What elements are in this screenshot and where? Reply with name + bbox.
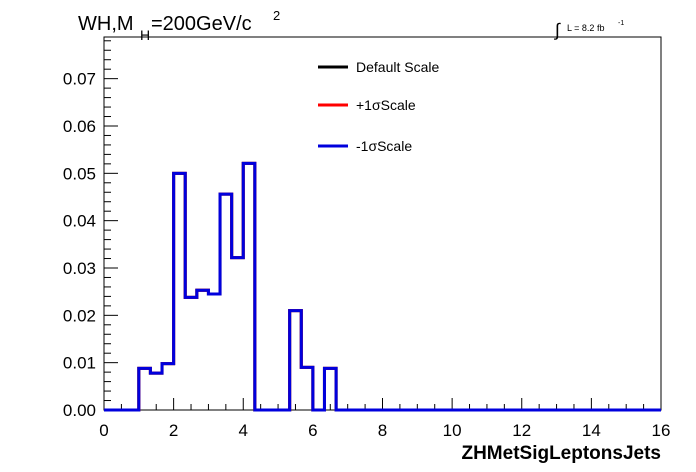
y-tick-label: 0.01 — [63, 354, 96, 373]
x-tick-label: 14 — [582, 421, 601, 440]
lumi-text: L = 8.2 fb — [567, 23, 604, 33]
series-line-1 — [104, 161, 661, 412]
title-subscript: H — [140, 27, 150, 43]
series-line-2 — [104, 161, 661, 412]
y-tick-label: 0.03 — [63, 259, 96, 278]
integral-sign: ∫ — [553, 20, 561, 40]
y-tick-label: 0.07 — [63, 70, 96, 89]
series-line-0 — [104, 161, 661, 412]
x-tick-label: 16 — [652, 421, 671, 440]
series-group — [104, 161, 661, 412]
title-rest: =200GeV/c — [151, 13, 252, 35]
x-tick-label: 2 — [169, 421, 178, 440]
x-tick-label: 8 — [378, 421, 387, 440]
title-main: WH,M — [78, 13, 134, 35]
title-superscript: 2 — [273, 8, 280, 23]
chart-title: WH,M H =200GeV/c 2 — [78, 8, 280, 43]
y-tick-label: 0.06 — [63, 117, 96, 136]
x-tick-label: 4 — [239, 421, 248, 440]
lumi-label: ∫ L = 8.2 fb -1 — [553, 20, 624, 40]
x-tick-label: 0 — [99, 421, 108, 440]
legend-label-default: Default Scale — [356, 59, 439, 75]
y-tick-label: 0.00 — [63, 401, 96, 420]
y-tick-label: 0.05 — [63, 164, 96, 183]
legend-label-plus: +1σScale — [356, 97, 416, 113]
x-tick-label: 12 — [512, 421, 531, 440]
x-tick-label: 6 — [308, 421, 317, 440]
legend-label-minus: -1σScale — [356, 138, 412, 154]
y-tick-label: 0.04 — [63, 212, 96, 231]
x-axis-title: ZHMetSigLeptonsJets — [461, 443, 661, 464]
x-tick-label: 10 — [443, 421, 462, 440]
plot-frame — [103, 36, 662, 411]
legend: Default Scale +1σScale -1σScale — [318, 59, 439, 154]
y-tick-label: 0.02 — [63, 306, 96, 325]
lumi-superscript: -1 — [618, 20, 624, 27]
y-axis: 0.00 0.01 0.02 0.03 0.04 0.05 0.06 0.07 — [63, 40, 118, 420]
x-axis: 0 2 4 6 8 10 12 14 16 — [99, 398, 670, 440]
